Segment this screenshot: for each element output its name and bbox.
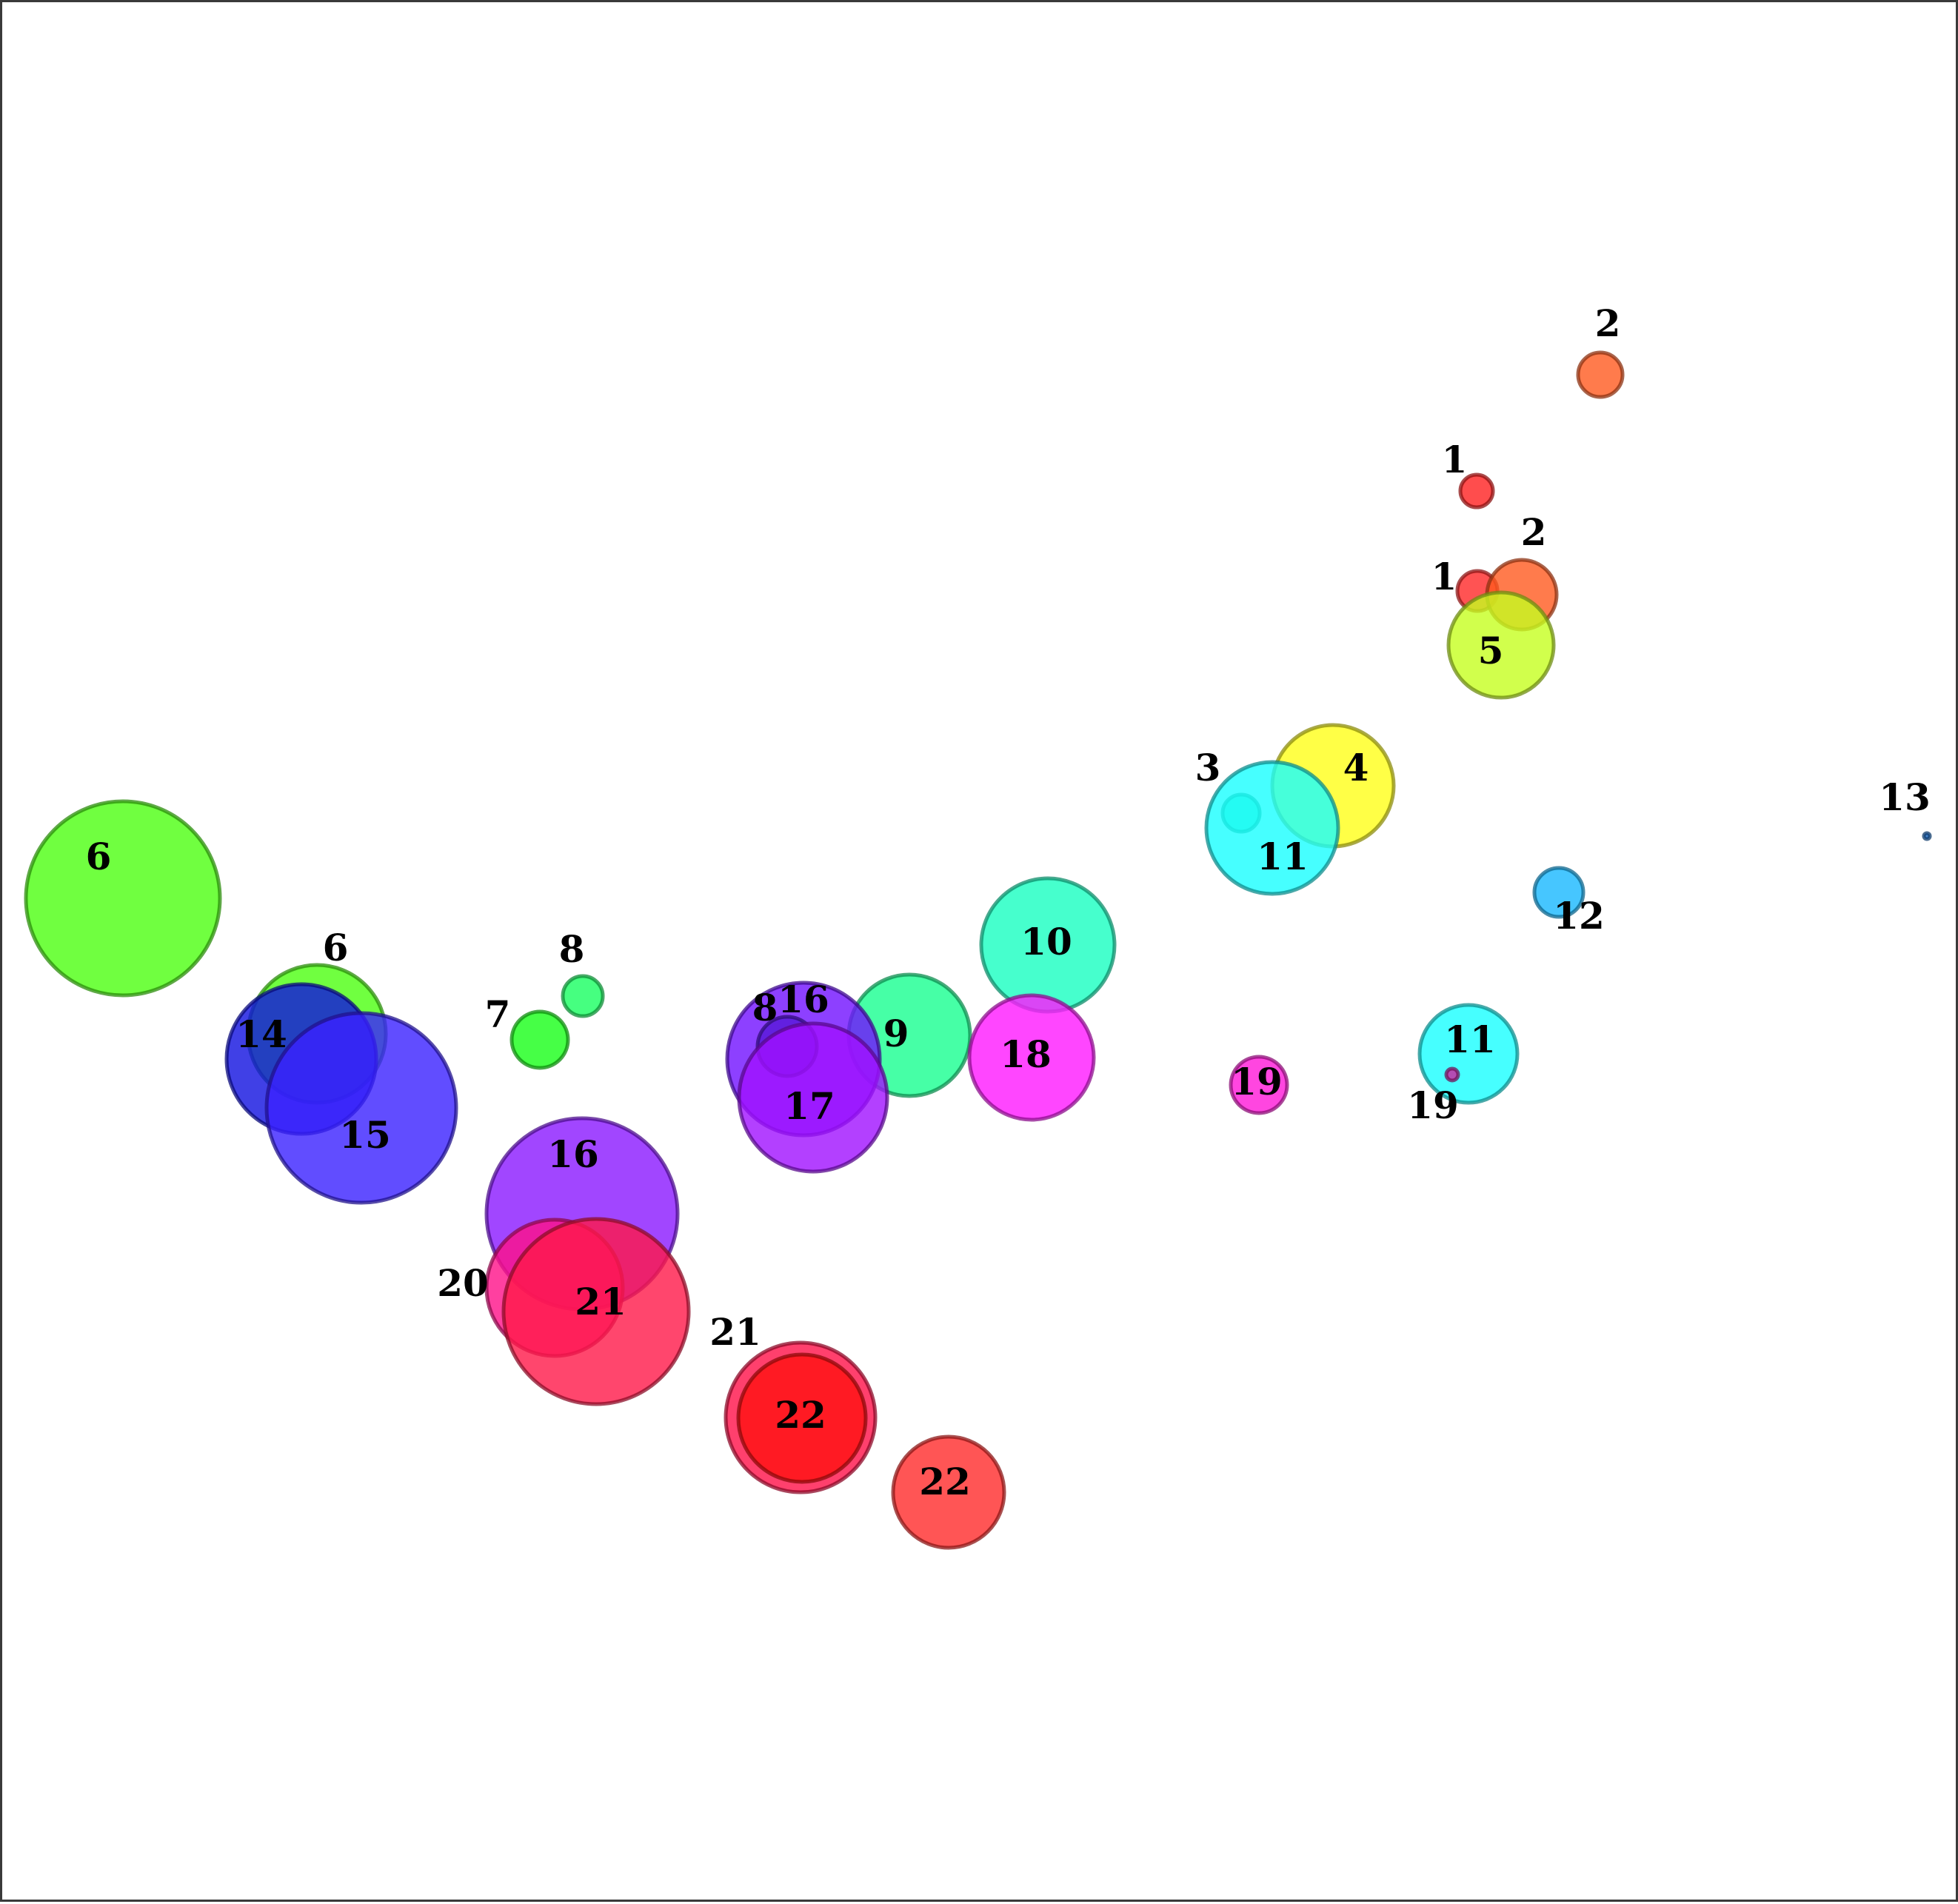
bubble-label-6-10: 6 (86, 835, 112, 878)
bubble-label-5-4: 5 (1478, 629, 1504, 672)
bubble-label-16-16: 16 (778, 978, 829, 1021)
bubble-label-13-8: 13 (1879, 775, 1931, 819)
bubble-label-8-13: 8 (559, 927, 585, 971)
bubble-5-4 (1446, 590, 1556, 700)
bubble-label-20-26: 20 (437, 1261, 489, 1305)
bubble-label-4-5: 4 (1343, 746, 1369, 789)
bubble-22-29 (736, 1352, 868, 1484)
bubble-13-8 (1922, 831, 1932, 841)
bubble-11-21 (1417, 1003, 1520, 1105)
bubble-label-19-20: 19 (1231, 1060, 1283, 1103)
bubble-label-21-27: 21 (575, 1280, 627, 1323)
bubble-label-11-21: 11 (1444, 1018, 1496, 1061)
bubble-label-16-25: 16 (547, 1132, 599, 1176)
bubble-label-11-7: 11 (1257, 835, 1309, 878)
bubble-6-10 (24, 799, 222, 998)
bubble-label-2-0: 2 (1595, 301, 1621, 345)
bubble-2-0 (1576, 350, 1625, 399)
bubble-layer (24, 350, 1932, 1550)
bubble-17-23 (737, 1021, 889, 1174)
bubble-label-9-15: 9 (883, 1012, 909, 1055)
bubble-8-13 (561, 974, 605, 1018)
bubble-label-12-9: 12 (1553, 894, 1605, 938)
bubble-label-22-30: 22 (919, 1460, 971, 1503)
bubble-19-22 (1444, 1066, 1460, 1083)
bubble-22-30 (891, 1434, 1006, 1550)
bubble-label-7-14: 7 (485, 992, 511, 1036)
bubble-label-14-18: 14 (235, 1012, 287, 1056)
bubble-18-19 (967, 993, 1096, 1122)
bubble-1-1 (1458, 472, 1495, 510)
bubble-label-19-22: 19 (1407, 1083, 1459, 1127)
bubble-label-15-24: 15 (339, 1113, 391, 1157)
bubble-7-14 (509, 1009, 570, 1070)
bubble-label-2-3: 2 (1521, 510, 1547, 554)
bubble-label-18-19: 18 (1000, 1032, 1052, 1076)
bubble-19-20 (1229, 1055, 1289, 1115)
bubble-15-24 (264, 1011, 458, 1205)
bubble-label-1-1: 1 (1442, 438, 1468, 481)
bubble-label-8-17: 8 (752, 986, 778, 1029)
bubble-label-17-23: 17 (783, 1084, 835, 1128)
bubble-21-27 (501, 1217, 691, 1406)
bubble-11-7 (1204, 760, 1340, 896)
bubble-12-9 (1532, 866, 1586, 919)
bubble-label-3-6: 3 (1195, 746, 1221, 789)
bubble-label-22-29: 22 (775, 1393, 826, 1437)
bubble-label-6-12: 6 (323, 926, 349, 969)
bubble-label-10-11: 10 (1020, 920, 1072, 963)
bubble-label-1-2: 1 (1431, 555, 1457, 598)
bubble-label-21-28: 21 (709, 1310, 761, 1354)
